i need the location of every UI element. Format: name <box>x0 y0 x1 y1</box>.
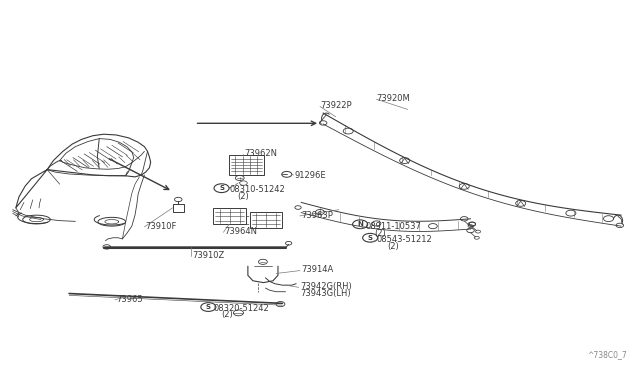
Text: 91296E: 91296E <box>295 171 326 180</box>
Text: (2): (2) <box>221 310 233 319</box>
Text: 08320-51242: 08320-51242 <box>213 304 269 312</box>
Text: 73910Z: 73910Z <box>192 251 224 260</box>
Text: 73943G(LH): 73943G(LH) <box>300 289 351 298</box>
Text: S: S <box>367 235 372 241</box>
Text: 08543-51212: 08543-51212 <box>376 235 432 244</box>
Bar <box>213 208 246 224</box>
Text: ^738C0_7: ^738C0_7 <box>588 350 627 359</box>
Text: 73962N: 73962N <box>244 149 278 158</box>
Text: (2): (2) <box>237 192 249 201</box>
Text: N: N <box>357 221 363 227</box>
Bar <box>229 155 264 175</box>
Text: 73963P: 73963P <box>301 211 333 219</box>
Text: (2): (2) <box>374 229 386 238</box>
Text: S: S <box>206 304 211 310</box>
Text: 73922P: 73922P <box>320 101 351 110</box>
Text: 73964N: 73964N <box>225 227 258 236</box>
Text: 73965: 73965 <box>116 295 143 304</box>
Bar <box>250 212 282 228</box>
Bar <box>173 204 184 212</box>
Text: (2): (2) <box>388 243 399 251</box>
Text: 73910F: 73910F <box>146 222 177 231</box>
Text: 08911-10537: 08911-10537 <box>366 222 422 231</box>
Text: S: S <box>219 185 224 191</box>
Text: 73942G(RH): 73942G(RH) <box>300 282 351 291</box>
Text: 08310-51242: 08310-51242 <box>229 185 285 194</box>
Text: 73914A: 73914A <box>301 265 333 274</box>
Text: 73920M: 73920M <box>376 94 410 103</box>
